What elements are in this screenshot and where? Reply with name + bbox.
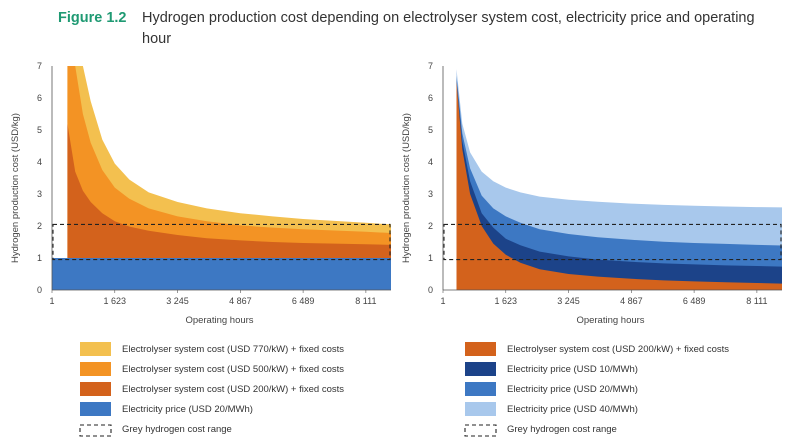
- left-y-tick-label: 6: [37, 93, 42, 103]
- right-y-tick-label: 5: [428, 125, 433, 135]
- right-legend-label: Grey hydrogen cost range: [507, 424, 617, 435]
- figure-title-text: Hydrogen production cost depending on el…: [142, 10, 755, 47]
- left-x-tick-label: 1 623: [104, 296, 127, 306]
- left-legend-label: Electricity price (USD 20/MWh): [122, 404, 253, 415]
- right-plot-area: [456, 66, 782, 290]
- left-x-tick-label: 4 867: [229, 296, 252, 306]
- right-legend-swatch-elec10: [465, 362, 496, 376]
- left-legend-swatch-grey: [79, 424, 112, 437]
- left-legend-label: Grey hydrogen cost range: [122, 424, 232, 435]
- left-y-tick-label: 2: [37, 221, 42, 231]
- left-legend-swatch-elec20: [80, 402, 111, 416]
- left-y-axis-label: Hydrogen production cost (USD/kg): [10, 113, 21, 263]
- right-area-cost200: [456, 66, 782, 290]
- left-y-tick-label: 0: [37, 285, 42, 295]
- left-grey-range-box: [52, 223, 391, 261]
- right-legend-swatch-grey: [464, 424, 497, 437]
- figure-number: Figure 1.2: [58, 10, 127, 26]
- right-legend-swatch-elec40: [465, 402, 496, 416]
- left-plot-area: [52, 66, 391, 290]
- right-y-tick-label: 1: [428, 253, 433, 263]
- left-x-tick-label: 6 489: [292, 296, 315, 306]
- right-grey-range-box: [443, 223, 782, 261]
- right-x-tick-label: 1: [440, 296, 445, 306]
- right-x-tick-label: 6 489: [683, 296, 706, 306]
- right-legend-label: Electrolyser system cost (USD 200/kW) + …: [507, 344, 729, 355]
- left-y-tick-label: 3: [37, 189, 42, 199]
- right-x-tick-label: 3 245: [557, 296, 580, 306]
- left-x-axis-label: Operating hours: [185, 315, 253, 326]
- right-x-tick-label: 8 111: [746, 296, 767, 306]
- right-legend-label: Electricity price (USD 40/MWh): [507, 404, 638, 415]
- right-x-tick-label: 1 623: [495, 296, 518, 306]
- left-legend-label: Electrolyser system cost (USD 770/kW) + …: [122, 344, 344, 355]
- left-y-tick-label: 7: [37, 61, 42, 71]
- left-legend-label: Electrolyser system cost (USD 200/kW) + …: [122, 384, 344, 395]
- left-y-tick-label: 1: [37, 253, 42, 263]
- left-y-tick-label: 4: [37, 157, 42, 167]
- left-x-tick-label: 1: [49, 296, 54, 306]
- right-y-tick-label: 0: [428, 285, 433, 295]
- right-y-tick-label: 7: [428, 61, 433, 71]
- right-legend-label: Electricity price (USD 20/MWh): [507, 384, 638, 395]
- left-legend-swatch-cost500: [80, 362, 111, 376]
- right-area-elec20: [456, 66, 782, 290]
- left-x-tick-label: 8 111: [355, 296, 376, 306]
- right-y-axis-label: Hydrogen production cost (USD/kg): [401, 113, 412, 263]
- left-x-tick-label: 3 245: [166, 296, 189, 306]
- left-y-tick-label: 5: [37, 125, 42, 135]
- left-area-elec20: [52, 258, 391, 290]
- right-x-tick-label: 4 867: [620, 296, 643, 306]
- left-area-cost200: [67, 66, 391, 290]
- right-legend-swatch-elec20: [465, 382, 496, 396]
- right-legend-label: Electricity price (USD 10/MWh): [507, 364, 638, 375]
- right-legend-swatch-cost200: [465, 342, 496, 356]
- left-legend-swatch-cost200: [80, 382, 111, 396]
- right-y-tick-label: 2: [428, 221, 433, 231]
- left-legend-swatch-cost770: [80, 342, 111, 356]
- right-y-tick-label: 4: [428, 157, 433, 167]
- figure-title: Figure 1.2 Hydrogen production cost depe…: [58, 8, 758, 50]
- right-y-tick-label: 6: [428, 93, 433, 103]
- left-legend-label: Electrolyser system cost (USD 500/kW) + …: [122, 364, 344, 375]
- right-x-axis-label: Operating hours: [576, 315, 644, 326]
- right-y-tick-label: 3: [428, 189, 433, 199]
